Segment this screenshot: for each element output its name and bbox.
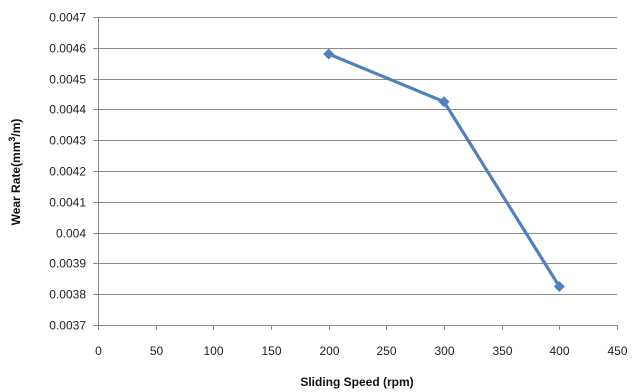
y-tick-label: 0.0045: [49, 73, 86, 87]
y-axis-title-superscript: 3: [7, 137, 17, 142]
data-point-marker: [438, 96, 450, 108]
series-layer: [323, 48, 565, 292]
y-tick-label: 0.0039: [49, 257, 86, 271]
y-axis-title-main: Wear Rate(mm: [9, 142, 23, 226]
y-axis-title-tail: /m): [9, 119, 23, 137]
y-tick-label: 0.0043: [49, 134, 86, 148]
x-tick-label: 250: [376, 344, 396, 358]
y-tick-label: 0.0044: [49, 103, 86, 117]
series-line: [327, 52, 561, 289]
x-tick-label: 150: [261, 344, 281, 358]
y-tick-label: 0.0046: [49, 42, 86, 56]
x-tick-label: 350: [492, 344, 512, 358]
y-tick-label: 0.004: [56, 227, 86, 241]
x-tick-label: 400: [549, 344, 569, 358]
x-tick-labels: 0 50 100 150 200 250 300 350 400 450: [95, 344, 628, 358]
x-tick-label: 300: [434, 344, 454, 358]
x-tick-label: 450: [607, 344, 627, 358]
axes: [93, 17, 618, 330]
x-tick-label: 0: [95, 344, 102, 358]
x-tick-label: 100: [203, 344, 223, 358]
y-axis-title: Wear Rate(mm3/m): [7, 119, 23, 226]
x-tick-label: 50: [150, 344, 164, 358]
y-tick-label: 0.0047: [49, 11, 86, 25]
y-tick-label: 0.0041: [49, 196, 86, 210]
x-tick-label: 200: [319, 344, 339, 358]
x-axis-title: Sliding Speed (rpm): [300, 375, 413, 389]
y-tick-label: 0.0042: [49, 165, 86, 179]
y-tick-label: 0.0037: [49, 319, 86, 333]
data-point-marker: [323, 48, 335, 60]
y-tick-label: 0.0038: [49, 288, 86, 302]
data-point-marker: [553, 281, 565, 292]
gridlines: [98, 17, 617, 295]
y-tick-labels: 0.0037 0.0038 0.0039 0.004 0.0041 0.0042 0.004…: [49, 11, 86, 333]
